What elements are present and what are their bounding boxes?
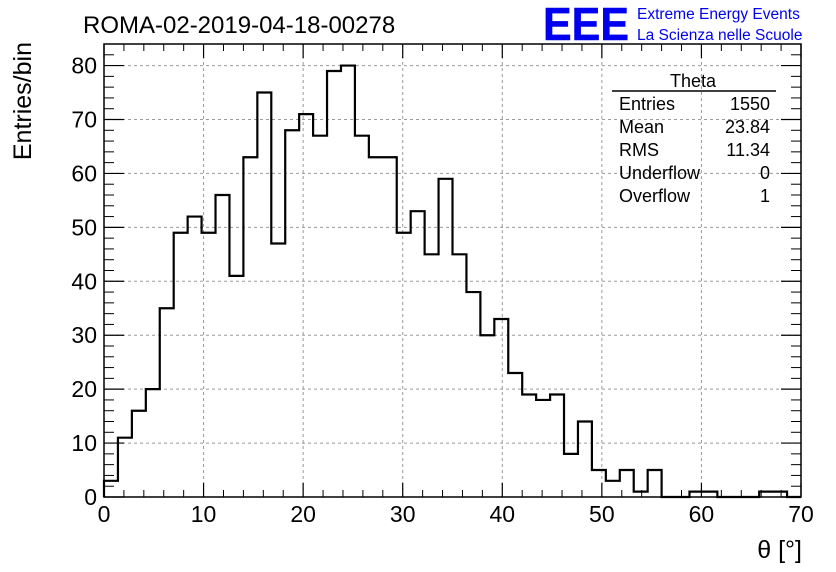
stats-row-label: Overflow — [619, 186, 691, 206]
y-tick-label: 10 — [71, 430, 97, 456]
stats-row-value: 1 — [760, 186, 770, 206]
stats-row-label: RMS — [619, 140, 659, 160]
x-tick-label: 30 — [390, 501, 416, 527]
eee-logo-line2: La Scienza nelle Scuole — [637, 27, 802, 44]
x-tick-label: 40 — [489, 501, 515, 527]
y-tick-label: 70 — [71, 107, 97, 133]
chart-title: ROMA-02-2019-04-18-00278 — [83, 12, 395, 39]
stats-box-title: Theta — [670, 71, 717, 91]
x-tick-label: 10 — [191, 501, 217, 527]
x-tick-label: 60 — [689, 501, 715, 527]
histogram-step-line — [102, 64, 801, 499]
eee-logo-mark: EEE — [543, 0, 629, 50]
stats-row-label: Underflow — [619, 163, 701, 183]
eee-logo-line1: Extreme Energy Events — [637, 6, 800, 23]
y-tick-label: 20 — [71, 376, 97, 402]
y-tick-label: 40 — [71, 268, 97, 294]
x-tick-label: 70 — [788, 501, 814, 527]
grid-lines — [104, 44, 801, 497]
x-tick-label: 20 — [290, 501, 316, 527]
x-tick-label: 50 — [589, 501, 615, 527]
y-tick-label: 80 — [71, 53, 97, 79]
y-tick-labels: 0 10 20 30 40 50 60 70 80 — [71, 53, 97, 510]
stats-row-value: 11.34 — [726, 140, 770, 160]
stats-row-value: 23.84 — [725, 117, 770, 137]
eee-logo: EEE Extreme Energy Events La Scienza nel… — [543, 0, 803, 50]
x-tick-label: 0 — [98, 501, 111, 527]
y-tick-label: 60 — [71, 160, 97, 186]
x-axis-label: θ [°] — [757, 536, 802, 564]
stats-row-label: Entries — [619, 94, 675, 114]
stats-box-rows: Entries 1550 Mean 23.84 RMS 11.34 Underflow 0 Ov… — [619, 94, 770, 206]
y-tick-label: 0 — [84, 484, 97, 510]
stats-row-value: 0 — [760, 163, 770, 183]
stats-box: Theta Entries 1550 Mean 23.84 RMS 11.34 Underf… — [612, 71, 776, 206]
stats-row-value: 1550 — [730, 94, 770, 114]
x-tick-labels: 0 10 20 30 40 50 60 70 — [98, 501, 814, 527]
axis-ticks — [103, 43, 802, 498]
y-tick-label: 50 — [71, 214, 97, 240]
y-axis-label: Entries/bin — [9, 42, 37, 160]
stats-row-label: Mean — [619, 117, 664, 137]
y-tick-label: 30 — [71, 322, 97, 348]
plot-frame — [103, 43, 802, 498]
